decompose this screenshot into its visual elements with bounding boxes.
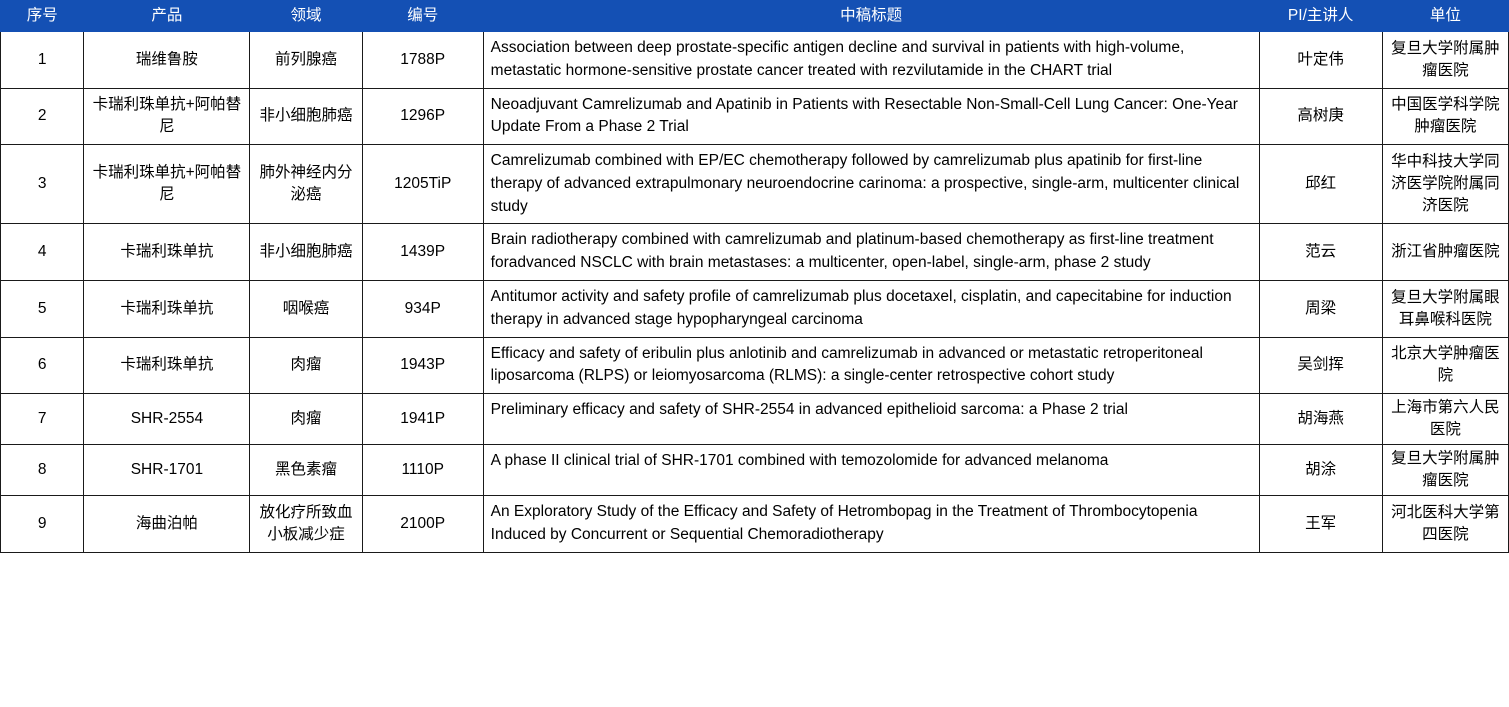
cell-code: 1439P: [361, 223, 484, 282]
cell-field: 非小细胞肺癌: [249, 87, 363, 146]
table-row: 6 卡瑞利珠单抗 肉瘤 1943P Efficacy and safety of eri…: [0, 336, 1509, 395]
cell-pi: 胡涂: [1258, 444, 1383, 497]
table-body: 1 瑞维鲁胺 前列腺癌 1788P Association between deep p…: [0, 31, 1509, 553]
cell-org: 复旦大学附属肿瘤医院: [1381, 444, 1509, 497]
cell-field: 黑色素瘤: [249, 444, 363, 497]
cell-seq: 4: [0, 223, 85, 282]
cell-field: 前列腺癌: [249, 31, 363, 89]
table-row: 2 卡瑞利珠单抗+阿帕替尼 非小细胞肺癌 1296P Neoadjuvant Camre…: [0, 87, 1509, 146]
cell-org: 北京大学肿瘤医院: [1381, 336, 1509, 395]
cell-org: 上海市第六人民医院: [1381, 393, 1509, 446]
cell-prod: 卡瑞利珠单抗+阿帕替尼: [83, 87, 251, 146]
cell-pi: 高树庚: [1258, 87, 1383, 146]
cell-seq: 8: [0, 444, 85, 497]
cell-pi: 范云: [1258, 223, 1383, 282]
cell-seq: 9: [0, 495, 85, 553]
table-row: 3 卡瑞利珠单抗+阿帕替尼 肺外神经内分泌癌 1205TiP Camrelizumab …: [0, 144, 1509, 225]
cell-code: 1943P: [361, 336, 484, 395]
cell-field: 非小细胞肺癌: [249, 223, 363, 282]
cell-org: 华中科技大学同济医学院附属同济医院: [1381, 144, 1509, 225]
cell-pi: 叶定伟: [1258, 31, 1383, 89]
cell-title: Brain radiotherapy combined with camreli…: [482, 223, 1260, 282]
cell-title: An Exploratory Study of the Efficacy and…: [482, 495, 1260, 553]
cell-pi: 王军: [1258, 495, 1383, 553]
table-row: 4 卡瑞利珠单抗 非小细胞肺癌 1439P Brain radiotherapy com…: [0, 223, 1509, 282]
cell-field: 放化疗所致血小板减少症: [249, 495, 363, 553]
cell-code: 1205TiP: [361, 144, 484, 225]
cell-org: 浙江省肿瘤医院: [1381, 223, 1509, 282]
column-header-org: 单位: [1381, 0, 1509, 32]
cell-org: 河北医科大学第四医院: [1381, 495, 1509, 553]
cell-pi: 吴剑挥: [1258, 336, 1383, 395]
cell-field: 肉瘤: [249, 393, 363, 446]
column-header-product: 产品: [83, 0, 251, 32]
cell-org: 复旦大学附属肿瘤医院: [1381, 31, 1509, 89]
cell-prod: 瑞维鲁胺: [83, 31, 251, 89]
cell-field: 肺外神经内分泌癌: [249, 144, 363, 225]
table-row: 9 海曲泊帕 放化疗所致血小板减少症 2100P An Exploratory Stud…: [0, 495, 1509, 553]
cell-seq: 7: [0, 393, 85, 446]
conference-abstracts-table: 序号 产品 领域 编号 中稿标题 PI/主讲人 单位 1 瑞维鲁胺 前列腺癌 1788…: [0, 0, 1509, 553]
cell-prod: 卡瑞利珠单抗+阿帕替尼: [83, 144, 251, 225]
table-row: 1 瑞维鲁胺 前列腺癌 1788P Association between deep p…: [0, 31, 1509, 89]
cell-prod: 海曲泊帕: [83, 495, 251, 553]
cell-code: 2100P: [361, 495, 484, 553]
cell-prod: 卡瑞利珠单抗: [83, 280, 251, 338]
column-header-field: 领域: [249, 0, 363, 32]
cell-field: 肉瘤: [249, 336, 363, 395]
cell-seq: 5: [0, 280, 85, 338]
header-row: 序号 产品 领域 编号 中稿标题 PI/主讲人 单位: [0, 0, 1509, 32]
table-header: 序号 产品 领域 编号 中稿标题 PI/主讲人 单位: [0, 0, 1509, 32]
cell-pi: 周梁: [1258, 280, 1383, 338]
cell-code: 1788P: [361, 31, 484, 89]
column-header-pi: PI/主讲人: [1258, 0, 1383, 32]
cell-seq: 3: [0, 144, 85, 225]
cell-pi: 邱红: [1258, 144, 1383, 225]
cell-seq: 2: [0, 87, 85, 146]
cell-prod: 卡瑞利珠单抗: [83, 223, 251, 282]
cell-code: 1296P: [361, 87, 484, 146]
cell-code: 1941P: [361, 393, 484, 446]
table-row: 5 卡瑞利珠单抗 咽喉癌 934P Antitumor activity and saf…: [0, 280, 1509, 338]
cell-title: Association between deep prostate-specif…: [482, 31, 1260, 89]
table-row: 8 SHR-1701 黑色素瘤 1110P A phase II clinical tr…: [0, 444, 1509, 497]
cell-seq: 6: [0, 336, 85, 395]
cell-title: Neoadjuvant Camrelizumab and Apatinib in…: [482, 87, 1260, 146]
cell-field: 咽喉癌: [249, 280, 363, 338]
cell-title: Efficacy and safety of eribulin plus anl…: [482, 336, 1260, 395]
cell-pi: 胡海燕: [1258, 393, 1383, 446]
cell-org: 复旦大学附属眼耳鼻喉科医院: [1381, 280, 1509, 338]
cell-code: 1110P: [361, 444, 484, 497]
column-header-title: 中稿标题: [482, 0, 1260, 32]
cell-seq: 1: [0, 31, 85, 89]
cell-title: A phase II clinical trial of SHR-1701 co…: [482, 444, 1260, 497]
cell-prod: SHR-2554: [83, 393, 251, 446]
cell-code: 934P: [361, 280, 484, 338]
cell-org: 中国医学科学院肿瘤医院: [1381, 87, 1509, 146]
cell-prod: 卡瑞利珠单抗: [83, 336, 251, 395]
cell-title: Camrelizumab combined with EP/EC chemoth…: [482, 144, 1260, 225]
table-row: 7 SHR-2554 肉瘤 1941P Preliminary efficacy and…: [0, 393, 1509, 446]
column-header-seq: 序号: [0, 0, 85, 32]
cell-title: Antitumor activity and safety profile of…: [482, 280, 1260, 338]
cell-prod: SHR-1701: [83, 444, 251, 497]
column-header-code: 编号: [361, 0, 484, 32]
cell-title: Preliminary efficacy and safety of SHR-2…: [482, 393, 1260, 446]
